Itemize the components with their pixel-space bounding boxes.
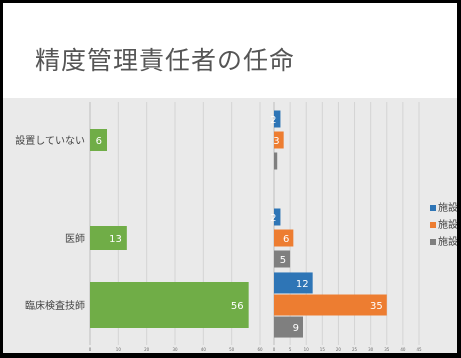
- bar-label-right: 3: [273, 136, 279, 147]
- legend-swatch: [430, 222, 436, 228]
- bar-label-left: 6: [96, 136, 102, 147]
- bar-right: [274, 208, 281, 226]
- slide-title: 精度管理責任者の任命: [35, 46, 296, 75]
- legend-label: 施設A: [438, 201, 457, 214]
- x-tick-right-5: 25: [352, 347, 358, 352]
- legend-label: 施設B: [438, 218, 457, 231]
- bar-label-right: 35: [370, 301, 383, 312]
- bar-right: [274, 250, 291, 268]
- bar-label-right: 2: [270, 115, 276, 126]
- x-tick-right-4: 20: [336, 347, 342, 352]
- x-tick-left-2: 20: [144, 347, 150, 352]
- slide: 精度管理責任者の任命 0 10 20 30 40 50 60 設置していない 医師 臨床検査技師 6…: [3, 3, 457, 353]
- bar-right: [274, 229, 294, 247]
- bar-label-right: 5: [280, 255, 286, 266]
- x-tick-left-5: 50: [229, 347, 235, 352]
- x-tick-right-3: 15: [320, 347, 326, 352]
- x-tick-right-1: 5: [289, 347, 292, 352]
- legend-swatch: [430, 205, 436, 211]
- bar-left: [90, 129, 107, 151]
- bar-right: [274, 294, 387, 316]
- bar-right: [274, 316, 303, 338]
- bar-left: [90, 282, 249, 328]
- bar-label-right: 2: [270, 213, 276, 224]
- x-tick-right-8: 40: [400, 347, 406, 352]
- category-label: 臨床検査技師: [25, 299, 85, 312]
- bar-label-right: 12: [296, 279, 309, 290]
- x-tick-right-6: 30: [368, 347, 374, 352]
- chart-area: 0 10 20 30 40 50 60 設置していない 医師 臨床検査技師 6 13 56 0 5 10 15 2…: [3, 98, 457, 353]
- x-tick-right-9: 45: [416, 347, 422, 352]
- bar-label-left: 56: [231, 301, 244, 312]
- category-label: 医師: [65, 232, 85, 245]
- category-label: 設置していない: [15, 134, 85, 147]
- x-tick-right-0: 0: [273, 347, 276, 352]
- bar-left: [90, 226, 127, 250]
- bar-right: [274, 110, 281, 128]
- x-tick-left-1: 10: [116, 347, 122, 352]
- bar-right: [274, 272, 313, 294]
- x-tick-left-6: 60: [257, 347, 263, 352]
- legend-swatch: [430, 239, 436, 245]
- x-tick-left-3: 30: [172, 347, 178, 352]
- x-tick-left-4: 40: [201, 347, 207, 352]
- bar-label-right: 9: [293, 323, 299, 334]
- bar-right: [274, 152, 278, 170]
- bar-label-right: 6: [283, 234, 289, 245]
- x-tick-right-2: 10: [304, 347, 310, 352]
- bar-right: [274, 131, 284, 149]
- x-tick-left-0: 0: [89, 347, 92, 352]
- bar-label-left: 13: [109, 234, 122, 245]
- legend-label: 施設C: [438, 235, 457, 248]
- x-tick-right-7: 35: [384, 347, 390, 352]
